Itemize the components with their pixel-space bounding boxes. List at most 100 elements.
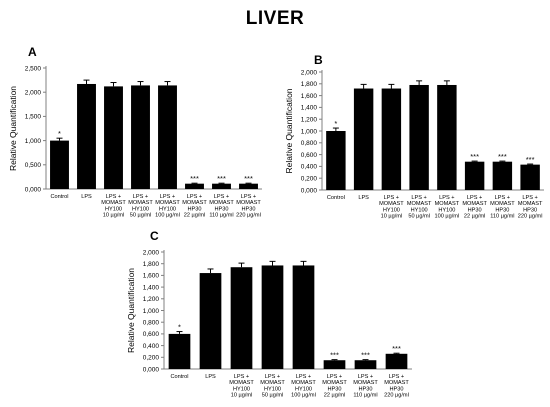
significance-label: * bbox=[334, 119, 337, 128]
x-tick-label: MOMAST bbox=[291, 380, 316, 386]
page-title: LIVER bbox=[245, 8, 305, 29]
x-tick-label: HP30 bbox=[359, 386, 373, 392]
y-tick-label: 0,400 bbox=[143, 343, 160, 350]
x-tick-label: HY100 bbox=[411, 207, 428, 213]
significance-label: *** bbox=[470, 152, 479, 161]
x-tick-label: MOMAST bbox=[518, 201, 543, 207]
x-tick-label: HY100 bbox=[264, 386, 281, 392]
significance-label: *** bbox=[330, 351, 339, 360]
x-tick-label: MOMAST bbox=[322, 380, 347, 386]
y-tick-label: 0,600 bbox=[301, 152, 318, 159]
bar bbox=[492, 161, 513, 190]
x-tick-label: LPS + bbox=[133, 194, 148, 200]
y-tick-label: 1,000 bbox=[143, 308, 160, 315]
y-tick-label: 2,000 bbox=[25, 90, 42, 97]
bar bbox=[104, 86, 123, 189]
bar bbox=[239, 183, 258, 189]
y-tick-label: 0,000 bbox=[143, 366, 160, 373]
significance-label: *** bbox=[217, 174, 226, 183]
bar bbox=[353, 88, 374, 190]
x-tick-label: HP30 bbox=[215, 206, 229, 212]
bar bbox=[464, 161, 485, 190]
bar bbox=[409, 84, 429, 190]
x-tick-label: HP30 bbox=[390, 386, 404, 392]
x-tick-label: 50 µg/ml bbox=[130, 213, 152, 219]
x-tick-label: LPS + bbox=[214, 194, 229, 200]
bar bbox=[437, 84, 457, 190]
significance-label: *** bbox=[498, 152, 507, 161]
bar bbox=[323, 360, 346, 369]
x-tick-label: MOMAST bbox=[353, 380, 378, 386]
y-tick-label: 1,000 bbox=[25, 138, 42, 145]
x-tick-label: HP30 bbox=[188, 206, 202, 212]
bar bbox=[168, 333, 191, 369]
x-tick-label: LPS bbox=[205, 374, 216, 380]
x-tick-label: HY100 bbox=[438, 207, 455, 213]
x-tick-label: HY100 bbox=[233, 386, 250, 392]
significance-label: *** bbox=[190, 174, 199, 183]
x-tick-label: MOMAST bbox=[260, 380, 285, 386]
x-tick-label: 220 µg/ml bbox=[384, 393, 409, 399]
x-tick-label: HP30 bbox=[468, 207, 482, 213]
x-tick-label: LPS + bbox=[265, 374, 280, 380]
x-tick-label: HP30 bbox=[328, 386, 342, 392]
y-tick-label: 0,500 bbox=[25, 162, 42, 169]
x-tick-label: 10 µg/ml bbox=[381, 214, 403, 220]
y-tick-label: 1,800 bbox=[301, 81, 318, 88]
x-tick-label: LPS + bbox=[439, 195, 454, 201]
x-tick-label: LPS + bbox=[234, 374, 249, 380]
x-tick-label: 50 µg/ml bbox=[262, 393, 284, 399]
y-tick-label: 0,800 bbox=[143, 320, 160, 327]
panel-label: A bbox=[28, 45, 37, 59]
y-tick-label: 1,800 bbox=[143, 261, 160, 268]
x-tick-label: MOMAST bbox=[236, 200, 261, 206]
y-tick-label: 2,000 bbox=[301, 69, 318, 76]
x-tick-label: MOMAST bbox=[384, 380, 409, 386]
x-tick-label: 110 µg/ml bbox=[353, 393, 377, 399]
y-axis-label: Relative Quantification bbox=[8, 86, 18, 171]
y-tick-label: 1,600 bbox=[143, 273, 160, 280]
x-tick-label: 10 µg/ml bbox=[231, 393, 253, 399]
x-tick-label: LPS bbox=[81, 194, 92, 200]
panel-label: B bbox=[314, 53, 323, 67]
x-tick-label: LPS + bbox=[187, 194, 202, 200]
bar bbox=[520, 164, 540, 190]
x-tick-label: LPS + bbox=[384, 195, 399, 201]
x-tick-label: 220 µg/ml bbox=[236, 213, 261, 219]
bar bbox=[199, 273, 222, 369]
x-tick-label: Control bbox=[50, 194, 68, 200]
bar bbox=[50, 140, 69, 189]
x-tick-label: 100 µg/ml bbox=[155, 213, 180, 219]
bar bbox=[385, 353, 408, 369]
x-tick-label: MOMAST bbox=[229, 380, 254, 386]
bar bbox=[212, 183, 231, 189]
y-tick-label: 1,200 bbox=[143, 296, 160, 303]
x-tick-label: MOMAST bbox=[407, 201, 432, 207]
x-tick-label: Control bbox=[170, 374, 188, 380]
significance-label: * bbox=[178, 323, 181, 332]
bar bbox=[261, 265, 284, 369]
significance-label: *** bbox=[244, 174, 253, 183]
x-tick-label: LPS + bbox=[160, 194, 175, 200]
bar bbox=[158, 85, 177, 189]
x-tick-label: LPS + bbox=[106, 194, 121, 200]
x-tick-label: MOMAST bbox=[101, 200, 126, 206]
x-tick-label: 50 µg/ml bbox=[408, 214, 430, 220]
y-tick-label: 2,000 bbox=[143, 249, 160, 256]
x-tick-label: HP30 bbox=[242, 206, 256, 212]
x-tick-label: LPS + bbox=[522, 195, 537, 201]
y-tick-label: 1,500 bbox=[25, 114, 42, 121]
x-tick-label: 220 µg/ml bbox=[518, 214, 543, 220]
y-tick-label: 0,600 bbox=[143, 331, 160, 338]
bar bbox=[354, 360, 377, 369]
bar bbox=[326, 131, 346, 190]
y-tick-label: 0,000 bbox=[301, 187, 318, 194]
y-tick-label: 0,800 bbox=[301, 140, 318, 147]
x-tick-label: LPS + bbox=[241, 194, 256, 200]
x-tick-label: MOMAST bbox=[462, 201, 487, 207]
x-tick-label: HY100 bbox=[132, 206, 149, 212]
y-tick-label: 1,400 bbox=[301, 105, 318, 112]
x-tick-label: 100 µg/ml bbox=[291, 393, 316, 399]
y-tick-label: 0,000 bbox=[25, 186, 42, 193]
x-tick-label: HY100 bbox=[105, 206, 122, 212]
